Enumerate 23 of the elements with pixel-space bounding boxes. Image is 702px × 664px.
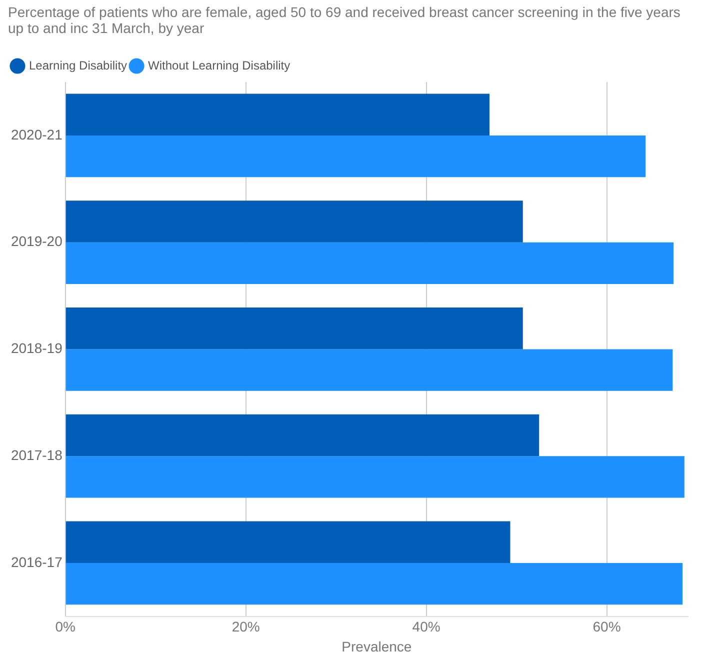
- x-tick-label: 60%: [592, 618, 621, 635]
- bar: [66, 456, 684, 498]
- bar: [66, 242, 674, 284]
- legend-label: Learning Disability: [29, 58, 128, 72]
- y-tick-label: 2018-19: [10, 340, 63, 356]
- x-tick-label: 20%: [232, 618, 260, 635]
- x-axis-title: Prevalence: [342, 638, 412, 654]
- bar: [66, 94, 490, 136]
- bar: [66, 135, 646, 178]
- legend-label: Without Learning Disability: [148, 58, 290, 72]
- bar: [66, 414, 540, 456]
- chart-title: Percentage of patients who are female, aged 50 to 69 and received breast cancer screening in the five years up to and inc 31 March, by year: [8, 4, 682, 36]
- bar: [66, 200, 523, 242]
- x-tick-label: 0%: [55, 618, 76, 635]
- bar: [66, 562, 683, 605]
- bar: [66, 349, 673, 391]
- bar: [66, 521, 510, 563]
- bar: [66, 308, 523, 350]
- y-tick-label: 2019-20: [10, 233, 63, 250]
- y-tick-label: 2017-18: [10, 446, 63, 463]
- y-tick-label: 2020-21: [10, 126, 63, 142]
- x-tick-label: 40%: [412, 618, 440, 635]
- y-tick-label: 2016-17: [10, 554, 63, 570]
